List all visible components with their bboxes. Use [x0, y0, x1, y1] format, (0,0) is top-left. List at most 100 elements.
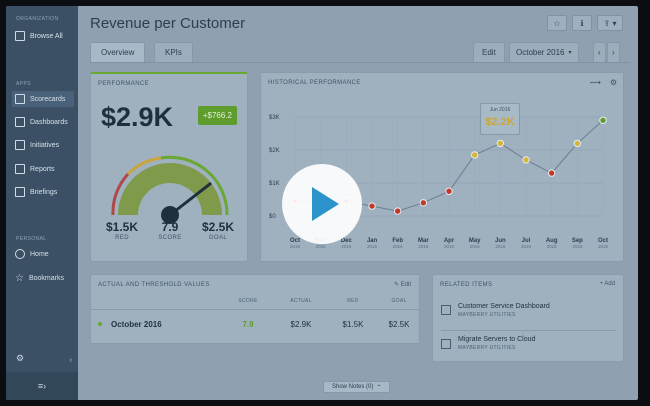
- gauge-fill: [118, 163, 222, 215]
- x-tick-year: 2016: [418, 244, 429, 249]
- thresholds-panel: ACTUAL AND THRESHOLD VALUES ✎ Edit SCORE…: [90, 274, 420, 344]
- x-tick-label: Oct: [598, 238, 608, 244]
- x-tick-year: 2016: [598, 244, 609, 249]
- prev-period-button[interactable]: ‹: [593, 42, 606, 62]
- sidebar-item-browse-all[interactable]: Browse All: [12, 28, 74, 44]
- data-point[interactable]: [573, 139, 582, 148]
- y-tick-label: $1K: [269, 181, 280, 187]
- show-notes-button[interactable]: Show Notes (0) ⌃: [323, 381, 391, 393]
- sidebar-item-label: Briefings: [30, 188, 58, 196]
- collapse-icon[interactable]: ‹: [69, 357, 72, 364]
- sidebar-item-label: Reports: [30, 165, 55, 173]
- x-tick-year: 2015: [316, 244, 327, 249]
- tab-overview[interactable]: Overview: [90, 42, 146, 62]
- gear-icon[interactable]: ⚙: [609, 78, 617, 87]
- info-icon: ℹ: [580, 18, 584, 28]
- sidebar-item-label: Home: [30, 250, 49, 258]
- chevron-down-icon: ▾: [568, 50, 572, 56]
- x-tick-year: 2016: [521, 244, 532, 249]
- x-tick-label: Jul: [522, 238, 531, 244]
- row-score: 7.9: [242, 320, 254, 329]
- chevron-up-icon: ⌃: [376, 384, 382, 391]
- info-button[interactable]: ℹ: [572, 15, 592, 31]
- historical-performance-panel: HISTORICAL PERFORMANCE ⟿ ⚙ $0 $1K $2K $3K Oc…: [260, 72, 624, 262]
- column-header: RED: [347, 298, 359, 304]
- data-point[interactable]: [470, 151, 479, 159]
- bookmark-button[interactable]: ☆: [547, 15, 567, 31]
- score-label: SCORE: [158, 235, 182, 241]
- data-point[interactable]: [445, 187, 453, 195]
- data-point[interactable]: [522, 156, 530, 164]
- scorecards-icon: [15, 94, 25, 104]
- sidebar-item-initiatives[interactable]: Initiatives: [12, 137, 74, 153]
- briefings-icon: [15, 187, 25, 197]
- sidebar: ORGANIZATION Browse All APPS Scorecards …: [6, 6, 78, 400]
- sidebar-item-bookmarks[interactable]: ☆ Bookmarks: [12, 270, 74, 286]
- panel-title: RELATED ITEMS: [440, 282, 493, 288]
- period-selector[interactable]: October 2016 ▾: [509, 42, 579, 62]
- chart-type-icon[interactable]: ⟿: [589, 78, 601, 87]
- sidebar-item-scorecards[interactable]: Scorecards: [12, 91, 74, 107]
- row-actual: $2.9K: [290, 320, 312, 329]
- red-value: $1.5K: [105, 220, 139, 234]
- table-row[interactable]: October 2016 7.9 $2.9K $1.5K $2.5K: [91, 309, 419, 335]
- row-period: October 2016: [111, 320, 162, 329]
- x-tick-label: Jun: [495, 238, 506, 244]
- sidebar-item-home[interactable]: Home: [12, 246, 74, 262]
- add-related-button[interactable]: + Add: [599, 281, 615, 287]
- data-point[interactable]: [393, 207, 402, 215]
- sidebar-section-organization: ORGANIZATION: [16, 16, 59, 22]
- x-tick-year: 2016: [495, 244, 506, 249]
- tab-kpis[interactable]: KPIs: [154, 42, 193, 62]
- initiatives-icon: [15, 140, 25, 150]
- x-tick-label: Mar: [418, 238, 429, 244]
- performance-value: $2.9K: [101, 102, 174, 132]
- chevron-right-icon: ›: [612, 48, 615, 57]
- period-label: October 2016: [516, 48, 565, 57]
- data-point[interactable]: [368, 202, 376, 210]
- x-tick-year: 2016: [367, 244, 378, 249]
- related-item-subtitle: MAYBERRY UTILITIES: [458, 345, 516, 351]
- x-tick-label: Feb: [392, 238, 403, 244]
- chevron-left-icon: ‹: [598, 48, 601, 57]
- data-point[interactable]: [419, 199, 428, 207]
- plus-icon: +: [599, 281, 603, 287]
- x-tick-year: 2016: [572, 244, 583, 249]
- tooltip-date: Jun 2016: [489, 107, 511, 113]
- sidebar-section-personal: PERSONAL: [16, 236, 47, 242]
- gear-icon[interactable]: ⚙: [16, 353, 25, 363]
- edit-thresholds-button[interactable]: ✎ Edit: [394, 281, 411, 288]
- x-tick-label: Jan: [367, 238, 378, 244]
- menu-icon: ≡›: [37, 381, 47, 391]
- sidebar-footer-menu[interactable]: ≡›: [6, 372, 78, 400]
- share-button[interactable]: ⇪ ▾: [597, 15, 623, 31]
- sidebar-item-label: Scorecards: [30, 95, 66, 103]
- performance-panel: PERFORMANCE $2.9K +$766.2 $1.5K RED 7.9 …: [90, 72, 248, 262]
- edit-label: Edit: [400, 282, 411, 288]
- x-tick-label: Oct: [290, 238, 300, 244]
- sidebar-item-briefings[interactable]: Briefings: [12, 184, 74, 200]
- related-item[interactable]: Migrate Servers to Cloud MAYBERRY UTILIT…: [441, 330, 617, 356]
- page-title: Revenue per Customer: [90, 15, 246, 32]
- x-tick-label: May: [469, 238, 481, 244]
- x-tick-year: 2016: [547, 244, 558, 249]
- data-point[interactable]: [547, 169, 556, 177]
- sidebar-item-reports[interactable]: Reports: [12, 161, 74, 177]
- tooltip-value: $2.2K: [485, 116, 515, 128]
- related-item[interactable]: Customer Service Dashboard MAYBERRY UTIL…: [441, 297, 617, 323]
- chart-tooltip: Jun 2016 $2.2K: [480, 103, 520, 135]
- edit-button[interactable]: Edit: [473, 42, 505, 62]
- sidebar-item-label: Bookmarks: [28, 274, 64, 282]
- sidebar-item-dashboards[interactable]: Dashboards: [12, 114, 74, 130]
- x-tick-year: 2016: [470, 244, 481, 249]
- play-button[interactable]: [282, 164, 362, 244]
- change-badge: +$766.2: [197, 106, 237, 125]
- gauge-arc-red: [111, 172, 130, 216]
- score-value: 7.9: [161, 220, 179, 234]
- y-tick-label: $2K: [269, 148, 280, 154]
- panel-title: ACTUAL AND THRESHOLD VALUES: [98, 282, 210, 288]
- next-period-button[interactable]: ›: [607, 42, 620, 62]
- data-point[interactable]: [599, 116, 607, 124]
- gauge: [111, 155, 229, 224]
- data-point[interactable]: [496, 139, 505, 148]
